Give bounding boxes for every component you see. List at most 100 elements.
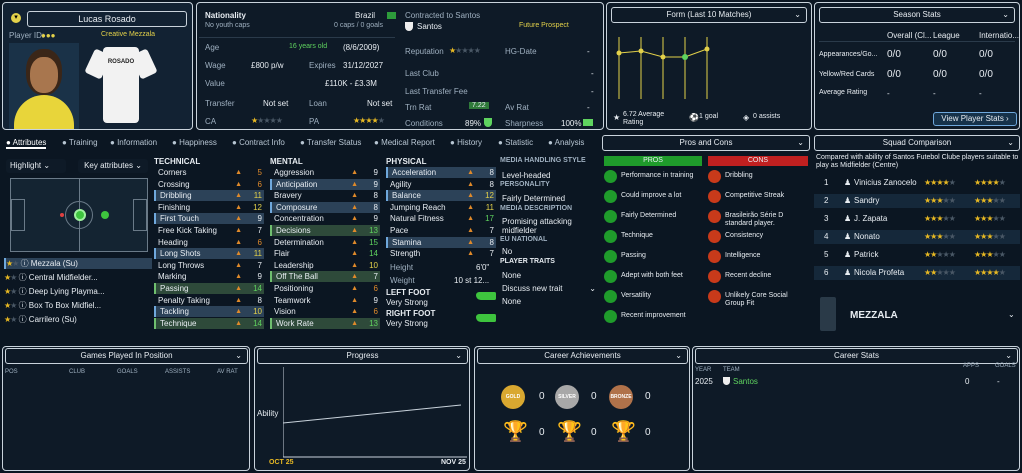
- attribute-row[interactable]: Work Rate ▲ 13: [270, 317, 380, 329]
- attribute-row[interactable]: Crossing ▲ 6: [154, 179, 264, 190]
- pro-item: Adept with both feet: [604, 270, 704, 290]
- attribute-row[interactable]: Free Kick Taking ▲ 7: [154, 225, 264, 236]
- role-item[interactable]: ★★ ⓘ Box To Box Midfiel...: [4, 301, 102, 310]
- highlight-dropdown[interactable]: Highlight ⌄: [6, 159, 66, 173]
- attribute-row[interactable]: Natural Fitness ▲ 17: [386, 213, 496, 224]
- attribute-row[interactable]: Technique ▲ 14: [154, 317, 264, 329]
- youth-caps: No youth caps: [205, 22, 250, 29]
- tab-attributes[interactable]: ● Attributes: [6, 138, 47, 149]
- squad-row[interactable]: 3 ♟ J. Zapata ★★★★★ ★★★★★: [814, 212, 1020, 226]
- attribute-row[interactable]: Finishing ▲ 12: [154, 202, 264, 213]
- media-column: MEDIA HANDLING STYLE Level-headed PERSON…: [500, 157, 600, 337]
- attribute-row[interactable]: Balance ▲ 12: [386, 190, 496, 202]
- season-dropdown[interactable]: Season Stats ⌄: [819, 7, 1015, 23]
- attribute-row[interactable]: Passing ▲ 14: [154, 283, 264, 294]
- career-achievements-dropdown[interactable]: Career Achievements ⌄: [477, 348, 688, 364]
- attribute-row[interactable]: Leadership ▲ 10: [270, 260, 380, 271]
- role-item[interactable]: ★★ ⓘ Central Midfielder...: [4, 273, 98, 282]
- tab-contract[interactable]: ● Contract Info: [232, 138, 285, 147]
- player-name-box[interactable]: Lucas Rosado: [27, 11, 187, 27]
- attribute-row[interactable]: Concentration ▲ 9: [270, 213, 380, 224]
- pro-con-text: Competitive Streak: [725, 192, 785, 199]
- role-item[interactable]: ★★ ⓘ Deep Lying Playma...: [4, 287, 105, 296]
- tab-statistic[interactable]: ● Statistic: [498, 138, 534, 147]
- season-row-label: Yellow/Red Cards: [819, 71, 875, 78]
- club-name[interactable]: Santos: [417, 22, 442, 31]
- attribute-row[interactable]: Strength ▲ 7: [386, 248, 496, 259]
- tab-history[interactable]: ● History: [450, 138, 482, 147]
- squad-row[interactable]: 5 ♟ Patrick ★★★★★ ★★★★★: [814, 248, 1020, 262]
- attribute-row[interactable]: Composure ▲ 8: [270, 201, 380, 213]
- age-label: Age: [205, 43, 220, 52]
- progress-dropdown[interactable]: Progress ⌄: [257, 348, 468, 364]
- pro-icon: [604, 270, 617, 283]
- boot-icon: [476, 314, 496, 322]
- attribute-row[interactable]: Aggression ▲ 9: [270, 167, 380, 178]
- ability-line: [283, 404, 462, 424]
- squad-player-name: Vinicius Zanocelo: [854, 178, 917, 187]
- squad-row[interactable]: 6 ♟ Nicola Profeta ★★★★★ ★★★★★: [814, 266, 1020, 280]
- squad-role-box[interactable]: MEZZALA ⌄: [814, 294, 1020, 334]
- attribute-row[interactable]: Agility ▲ 8: [386, 179, 496, 190]
- pro-item: Fairly Determined: [604, 210, 704, 230]
- games-played-dropdown[interactable]: Games Played In Position ⌄: [5, 348, 248, 364]
- con-icon: [708, 170, 721, 183]
- pros-header: PROS: [604, 156, 702, 166]
- attribute-row[interactable]: Determination ▲ 15: [270, 237, 380, 248]
- attribute-row[interactable]: Flair ▲ 14: [270, 248, 380, 259]
- attribute-row[interactable]: Anticipation ▲ 9: [270, 178, 380, 190]
- attribute-row[interactable]: Vision ▲ 6: [270, 306, 380, 317]
- discuss-trait-dropdown[interactable]: Discuss new trait ⌄: [502, 284, 596, 293]
- technical-title: TECHNICAL: [154, 157, 201, 166]
- right-foot-label: RIGHT FOOT: [386, 309, 436, 318]
- tab-medical[interactable]: ● Medical Report: [374, 138, 435, 147]
- cs-team[interactable]: Santos: [733, 377, 758, 386]
- nationality-label: Nationality: [205, 11, 246, 20]
- attribute-row[interactable]: Pace ▲ 7: [386, 225, 496, 236]
- attribute-row[interactable]: Heading ▲ 6: [154, 237, 264, 248]
- squad-pa-stars: ★★★★★: [974, 214, 1006, 223]
- attribute-row[interactable]: Jumping Reach ▲ 11: [386, 202, 496, 213]
- attribute-row[interactable]: Long Throws ▲ 7: [154, 260, 264, 271]
- pros-cons-dropdown[interactable]: Pros and Cons ⌄: [602, 135, 810, 151]
- key-attributes-dropdown[interactable]: Key attributes ⌄: [78, 159, 148, 173]
- attribute-row[interactable]: Long Shots ▲ 11: [154, 248, 264, 260]
- tab-analysis[interactable]: ● Analysis: [548, 138, 585, 147]
- trend-arrow-icon: ▲: [467, 227, 474, 234]
- form-dropdown[interactable]: Form (Last 10 Matches) ⌄: [611, 7, 807, 23]
- attribute-row[interactable]: Tackling ▲ 10: [154, 306, 264, 318]
- player-card: ▾ Lucas Rosado Player ID: ●●● Creative M…: [2, 2, 193, 130]
- tab-happiness[interactable]: ● Happiness: [172, 138, 217, 147]
- squad-row[interactable]: 4 ♟ Nonato ★★★★★ ★★★★★: [814, 230, 1020, 244]
- attribute-value: 13: [369, 226, 378, 235]
- view-player-stats-button[interactable]: View Player Stats ›: [933, 112, 1017, 126]
- season-col: League: [933, 31, 960, 40]
- squad-row[interactable]: 2 ♟ Sandry ★★★★★ ★★★★★: [814, 194, 1020, 208]
- attribute-row[interactable]: Teamwork ▲ 9: [270, 295, 380, 306]
- attribute-row[interactable]: First Touch ▲ 9: [154, 213, 264, 225]
- height: 6'0": [476, 263, 490, 272]
- attribute-row[interactable]: Marking ▲ 9: [154, 271, 264, 282]
- attribute-row[interactable]: Corners ▲ 5: [154, 167, 264, 178]
- attribute-row[interactable]: Acceleration ▲ 8: [386, 167, 496, 178]
- tab-transfer[interactable]: ● Transfer Status: [300, 138, 362, 147]
- attribute-row[interactable]: Off The Ball ▲ 7: [270, 271, 380, 283]
- tab-training[interactable]: ● Training: [62, 138, 98, 147]
- season-val: -: [887, 89, 890, 98]
- squad-row[interactable]: 1 ♟ Vinicius Zanocelo ★★★★★ ★★★★★: [814, 176, 1020, 190]
- pro-icon: [604, 210, 617, 223]
- attribute-row[interactable]: Penalty Taking ▲ 8: [154, 295, 264, 306]
- trend-arrow-icon: ▲: [351, 261, 358, 269]
- role-item[interactable]: ★★ ⓘ Carrilero (Su): [4, 315, 77, 324]
- attribute-row[interactable]: Stamina ▲ 8: [386, 236, 496, 248]
- attribute-row[interactable]: Decisions ▲ 13: [270, 225, 380, 236]
- con-item: Unlikely Core Social Group Fit: [708, 290, 810, 310]
- squad-comparison-dropdown[interactable]: Squad Comparison ⌄: [814, 135, 1020, 151]
- attribute-row[interactable]: Bravery ▲ 8: [270, 190, 380, 201]
- tab-information[interactable]: ● Information: [110, 138, 158, 147]
- role-item[interactable]: ★★ ⓘ Mezzala (Su): [4, 258, 152, 269]
- attribute-row[interactable]: Dribbling ▲ 11: [154, 190, 264, 202]
- career-stats-dropdown[interactable]: Career Stats ⌄: [695, 348, 1018, 364]
- pro-con-text: Brasileirão Série D standard player.: [725, 212, 784, 227]
- attribute-row[interactable]: Positioning ▲ 6: [270, 283, 380, 294]
